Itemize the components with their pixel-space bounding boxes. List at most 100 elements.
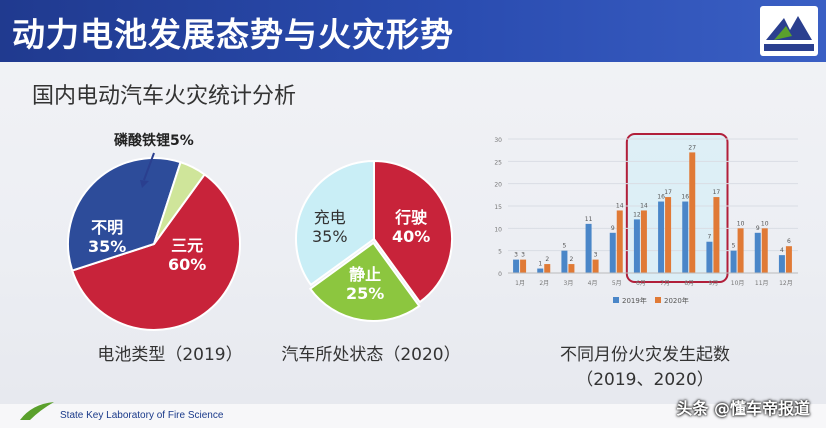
bar-2019 — [633, 219, 640, 273]
y-tick-label: 30 — [494, 137, 502, 144]
pie2-label-xingshi-value: 40% — [392, 227, 431, 246]
bar-2019 — [561, 250, 568, 273]
slide-title: 动力电池发展态势与火灾形势 — [12, 15, 454, 54]
y-tick-label: 0 — [498, 271, 502, 278]
pie2-slice-1 — [308, 241, 421, 322]
bar-2020 — [737, 228, 744, 273]
bar-caption-title: 不同月份火灾发生起数 — [560, 345, 730, 365]
bar-2019 — [682, 201, 689, 273]
highlight-box — [625, 133, 729, 283]
pie2-slice-0 — [373, 159, 453, 304]
bar-value-label: 1 — [538, 261, 542, 268]
bar-value-label: 16 — [657, 194, 665, 201]
bar-value-label: 2 — [570, 256, 574, 263]
x-tick-label: 8月 — [684, 280, 694, 287]
bar-2020 — [568, 264, 575, 273]
bar-2019 — [730, 250, 737, 273]
bar-value-label: 10 — [761, 220, 769, 227]
x-tick-label: 12月 — [779, 280, 793, 287]
pie1-label-sanyuan: 三元 60% — [168, 236, 206, 274]
bar-value-label: 9 — [756, 225, 760, 232]
footer-logo-icon — [20, 402, 54, 420]
bar-2020 — [713, 197, 720, 273]
x-tick-label: 3月 — [564, 280, 574, 287]
bar-value-label: 16 — [681, 194, 689, 201]
bar-value-label: 17 — [713, 189, 721, 196]
bar-2019 — [754, 232, 761, 273]
pie2-label-chongdian-value: 35% — [312, 227, 348, 246]
y-tick-label: 10 — [494, 226, 502, 233]
legend-label: 2020年 — [664, 296, 689, 305]
pie-chart-vehicle-state — [295, 159, 453, 322]
pie2-label-chongdian: 充电 35% — [312, 208, 348, 246]
bar-2020 — [520, 259, 527, 273]
bar-value-label: 14 — [640, 202, 648, 209]
pie1-slice-2 — [153, 160, 206, 245]
pie1-caption: 电池类型（2019） — [97, 345, 243, 365]
bar-caption-subtitle: （2019、2020） — [576, 370, 714, 390]
bar-value-label: 2 — [545, 256, 549, 263]
bar-value-label: 5 — [732, 243, 736, 250]
x-tick-label: 10月 — [731, 280, 745, 287]
bar-value-label: 14 — [616, 202, 624, 209]
bar-2020 — [640, 210, 647, 273]
x-tick-label: 6月 — [636, 280, 646, 287]
footer-bar — [0, 404, 826, 428]
bar-value-label: 6 — [787, 238, 791, 245]
bar-value-label: 17 — [664, 189, 672, 196]
bar-2020 — [592, 259, 599, 273]
pie1-callout-arrow — [140, 152, 155, 188]
watermark: 头条 @懂车帝报道 — [676, 399, 810, 418]
x-tick-label: 1月 — [515, 280, 525, 287]
lab-logo — [760, 6, 818, 56]
bar-2019 — [537, 268, 544, 273]
bar-2019 — [706, 241, 713, 273]
pie2-label-xingshi: 行驶 40% — [392, 208, 430, 246]
pie1-label-lfp: 磷酸铁锂5% — [114, 133, 194, 149]
legend-label: 2019年 — [622, 296, 647, 305]
y-tick-label: 15 — [494, 204, 502, 211]
y-tick-label: 25 — [494, 159, 502, 166]
bar-value-label: 11 — [585, 216, 593, 223]
pie1-label-sanyuan-name: 三元 — [171, 236, 204, 255]
bar-2020 — [785, 246, 792, 273]
bar-2020 — [665, 197, 672, 273]
y-tick-label: 20 — [494, 182, 502, 189]
pie1-label-buming-value: 35% — [88, 237, 127, 256]
legend-swatch — [613, 297, 619, 303]
legend-swatch — [655, 297, 661, 303]
pie2-slice-2 — [295, 159, 375, 287]
bar-value-label: 9 — [611, 225, 615, 232]
pie2-label-jingzhi-name: 静止 — [349, 265, 382, 284]
bar-2019 — [609, 232, 616, 273]
bar-2020 — [544, 264, 551, 273]
bar-value-label: 3 — [521, 252, 525, 259]
bar-value-label: 3 — [594, 252, 598, 259]
bar-2019 — [513, 259, 520, 273]
x-tick-label: 9月 — [709, 280, 719, 287]
bar-value-label: 12 — [633, 211, 641, 218]
pie1-label-buming: 不明 35% — [88, 218, 126, 256]
pie1-label-buming-name: 不明 — [91, 218, 124, 237]
x-tick-label: 11月 — [755, 280, 769, 287]
slide-subtitle: 国内电动汽车火灾统计分析 — [32, 84, 297, 109]
bar-2020 — [761, 228, 768, 273]
pie2-label-xingshi-name: 行驶 — [395, 208, 428, 227]
footer-lab-name: State Key Laboratory of Fire Science — [60, 410, 224, 421]
x-tick-label: 2月 — [539, 280, 549, 287]
title-bar: 动力电池发展态势与火灾形势 — [0, 0, 826, 62]
bar-2019 — [658, 201, 665, 273]
bar-2019 — [778, 255, 785, 273]
pie2-label-chongdian-name: 充电 — [313, 208, 346, 227]
bar-2020 — [616, 210, 623, 273]
pie2-caption: 汽车所处状态（2020） — [281, 345, 461, 365]
bar-2019 — [585, 223, 592, 273]
pie2-label-jingzhi: 静止 25% — [346, 265, 384, 303]
x-tick-label: 5月 — [612, 280, 622, 287]
bar-chart-monthly-fires: 0 5 10 15 20 25 30 3 3 1月 1 2 2月 5 2 3月 11 3 4月 9 14 5月 12 14 6月… — [482, 125, 802, 325]
x-tick-label: 4月 — [588, 280, 598, 287]
pie1-slice-1 — [67, 157, 182, 272]
bar-value-label: 7 — [708, 234, 712, 241]
bar-value-label: 3 — [514, 252, 518, 259]
